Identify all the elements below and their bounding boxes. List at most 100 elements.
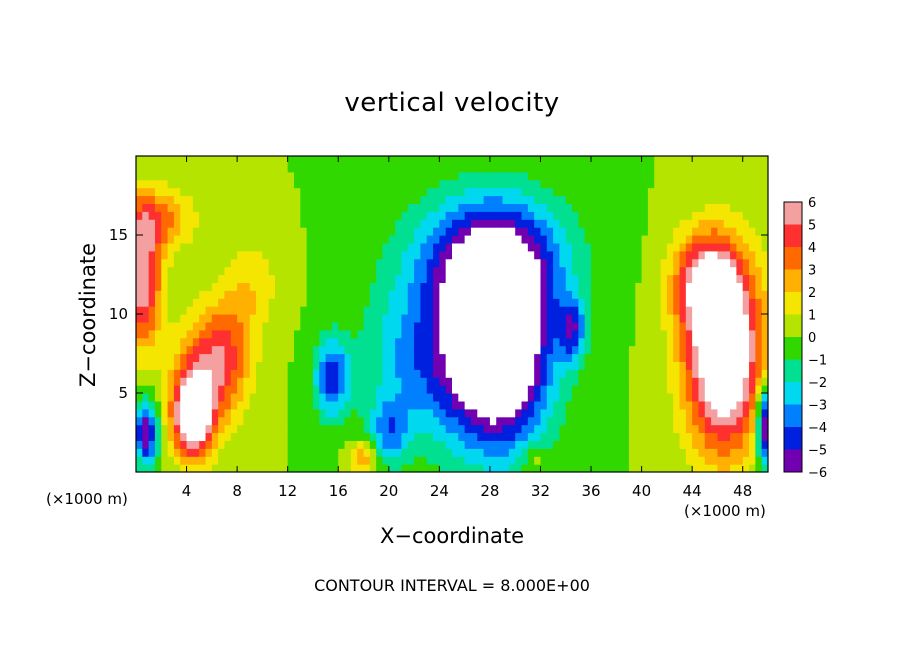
- heatmap-cell: [685, 211, 693, 220]
- heatmap-cell: [628, 274, 636, 283]
- heatmap-cell: [167, 219, 175, 228]
- heatmap-cell: [180, 361, 188, 370]
- heatmap-cell: [344, 321, 352, 331]
- heatmap-cell: [711, 156, 719, 165]
- heatmap-cell: [167, 211, 175, 220]
- heatmap-cell: [685, 306, 693, 315]
- heatmap-cell: [458, 274, 466, 283]
- heatmap-cell: [527, 235, 535, 244]
- heatmap-cell: [433, 416, 440, 426]
- heatmap-cell: [268, 250, 276, 260]
- heatmap-cell: [426, 242, 434, 252]
- heatmap-cell: [338, 385, 346, 394]
- heatmap-cell: [483, 195, 491, 204]
- heatmap-cell: [723, 464, 731, 472]
- heatmap-cell: [338, 306, 346, 315]
- heatmap-cell: [666, 400, 674, 410]
- heatmap-cell: [369, 258, 377, 268]
- heatmap-cell: [489, 377, 497, 386]
- heatmap-cell: [578, 163, 586, 173]
- heatmap-cell: [205, 408, 213, 418]
- heatmap-cell: [433, 393, 440, 402]
- heatmap-cell: [388, 464, 396, 472]
- heatmap-cell: [275, 408, 282, 418]
- heatmap-cell: [692, 369, 700, 378]
- heatmap-cell: [192, 274, 200, 283]
- heatmap-cell: [578, 211, 586, 220]
- heatmap-cell: [395, 440, 403, 449]
- heatmap-cell: [319, 298, 327, 307]
- heatmap-cell: [527, 353, 535, 362]
- x-tick-label: 20: [379, 482, 398, 500]
- heatmap-cell: [262, 242, 270, 252]
- heatmap-cell: [654, 195, 662, 204]
- heatmap-cell: [559, 440, 567, 449]
- heatmap-cell: [186, 385, 194, 394]
- heatmap-cell: [186, 250, 194, 260]
- heatmap-cell: [730, 353, 737, 362]
- heatmap-cell: [142, 424, 150, 434]
- heatmap-cell: [268, 393, 276, 402]
- heatmap-cell: [142, 250, 150, 260]
- heatmap-cell: [243, 250, 251, 260]
- heatmap-cell: [230, 203, 238, 212]
- heatmap-cell: [641, 456, 649, 465]
- heatmap-cell: [521, 464, 529, 472]
- heatmap-cell: [464, 345, 472, 355]
- heatmap-cell: [515, 290, 523, 299]
- heatmap-cell: [186, 353, 194, 362]
- heatmap-cell: [388, 416, 396, 426]
- heatmap-cell: [256, 195, 263, 204]
- heatmap-cell: [192, 235, 200, 244]
- heatmap-cell: [508, 377, 516, 386]
- heatmap-cell: [565, 250, 573, 260]
- heatmap-cell: [679, 345, 687, 355]
- heatmap-cell: [192, 353, 200, 362]
- heatmap-cell: [559, 163, 567, 173]
- heatmap-cell: [199, 258, 207, 268]
- heatmap-cell: [742, 242, 750, 252]
- heatmap-cell: [161, 337, 169, 347]
- heatmap-cell: [723, 306, 731, 315]
- heatmap-cell: [211, 329, 219, 339]
- heatmap-cell: [148, 377, 156, 386]
- heatmap-cell: [136, 290, 143, 299]
- heatmap-cell: [546, 393, 554, 402]
- heatmap-cell: [167, 274, 175, 283]
- heatmap-cell: [230, 179, 238, 189]
- heatmap-cell: [546, 369, 554, 378]
- heatmap-cell: [730, 179, 737, 189]
- heatmap-cell: [218, 440, 226, 449]
- heatmap-cell: [161, 400, 169, 410]
- heatmap-cell: [167, 448, 175, 457]
- heatmap-cell: [344, 219, 352, 228]
- heatmap-cell: [350, 187, 358, 197]
- heatmap-cell: [369, 424, 377, 434]
- heatmap-cell: [426, 385, 434, 394]
- heatmap-cell: [711, 179, 719, 189]
- heatmap-cell: [224, 306, 232, 315]
- heatmap-cell: [154, 227, 162, 236]
- heatmap-cell: [647, 321, 655, 331]
- heatmap-cell: [717, 274, 725, 283]
- heatmap-cell: [262, 353, 270, 362]
- heatmap-cell: [211, 258, 219, 268]
- heatmap-cell: [243, 306, 251, 315]
- heatmap-cell: [445, 290, 453, 299]
- heatmap-cell: [369, 408, 377, 418]
- heatmap-cell: [502, 385, 510, 394]
- heatmap-cell: [167, 163, 175, 173]
- heatmap-cell: [331, 377, 339, 386]
- heatmap-cell: [508, 306, 516, 315]
- heatmap-cell: [755, 203, 763, 212]
- heatmap-cell: [268, 385, 276, 394]
- heatmap-cell: [325, 337, 333, 347]
- heatmap-cell: [401, 385, 409, 394]
- heatmap-cell: [508, 211, 516, 220]
- heatmap-cell: [275, 337, 282, 347]
- heatmap-cell: [711, 235, 719, 244]
- heatmap-cell: [584, 171, 592, 181]
- heatmap-cell: [470, 274, 478, 283]
- heatmap-cell: [521, 163, 529, 173]
- heatmap-cell: [357, 464, 365, 472]
